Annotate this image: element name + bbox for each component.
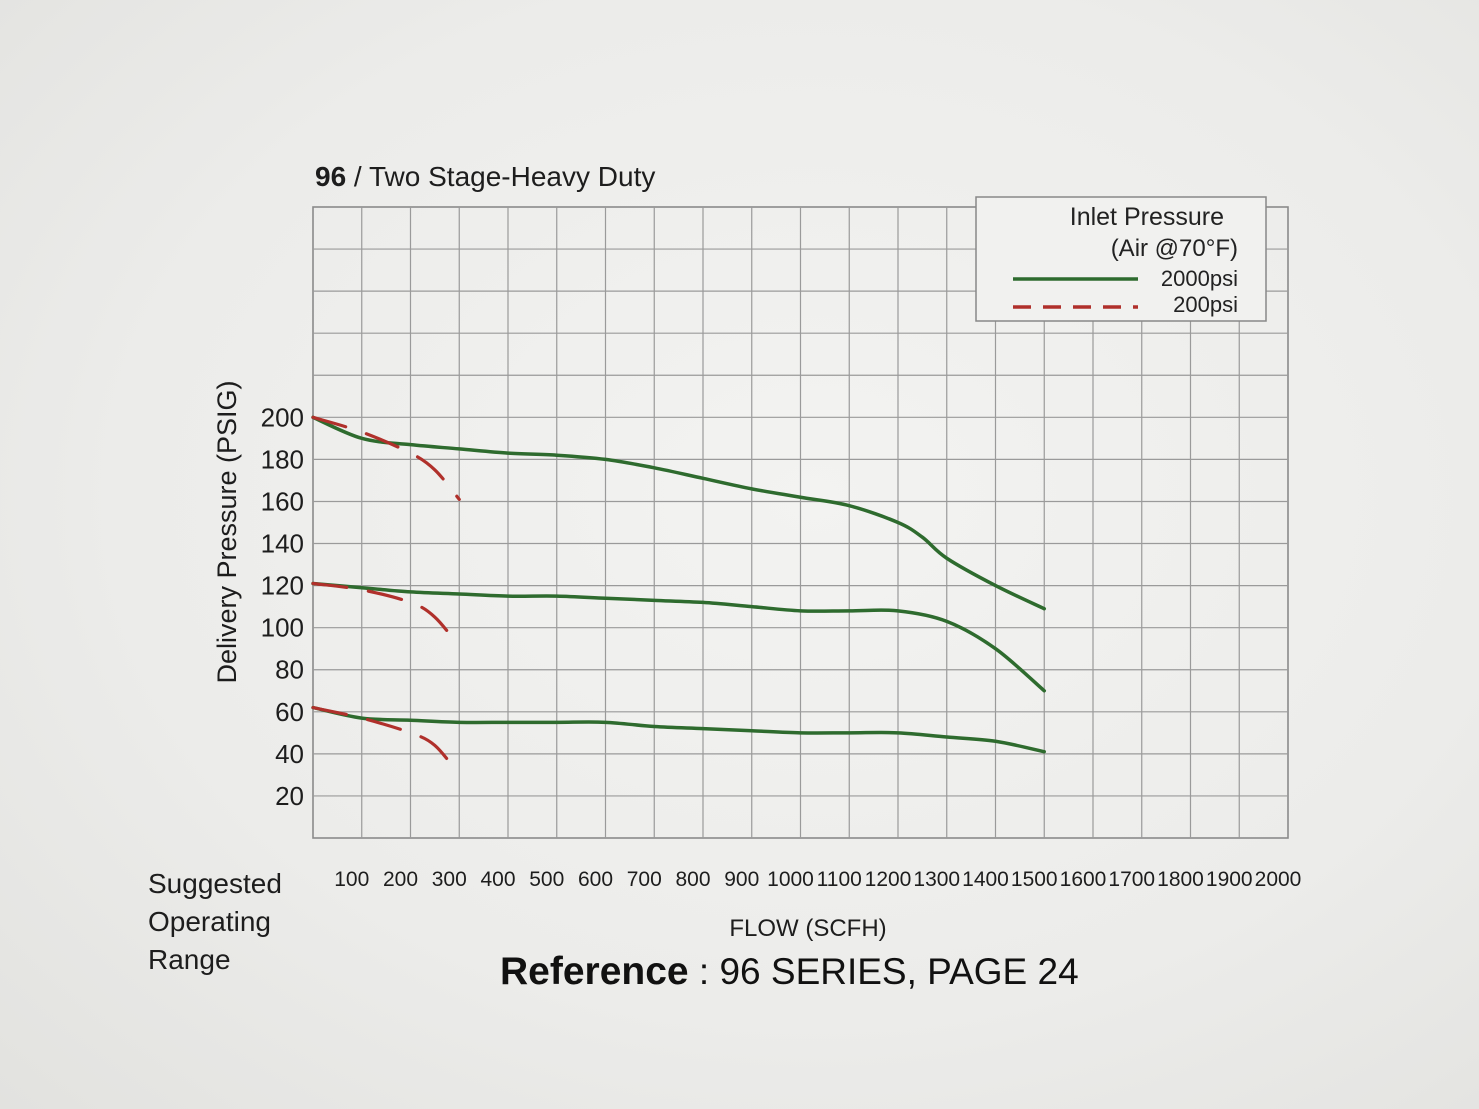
legend-title-line1: Inlet Pressure [1070, 203, 1224, 231]
x-tick-label: 900 [724, 868, 759, 891]
legend-box [975, 196, 1267, 322]
y-tick-label: 40 [275, 739, 304, 769]
x-tick-label: 1600 [1060, 868, 1107, 891]
y-tick-label: 200 [261, 402, 304, 432]
x-tick-label: 1700 [1108, 868, 1155, 891]
x-tick-label: 400 [480, 868, 515, 891]
x-tick-label: 1400 [962, 868, 1009, 891]
series-line-2000psi [311, 581, 1046, 693]
x-tick-label: 700 [627, 868, 662, 891]
x-tick-label: 200 [383, 868, 418, 891]
x-tick-label: 500 [529, 868, 564, 891]
series-line-2000psi [311, 705, 1046, 754]
x-tick-label: 600 [578, 868, 613, 891]
x-tick-label: 300 [432, 868, 467, 891]
series-line-2000psi [311, 415, 1046, 611]
reference-bold: Reference [500, 950, 689, 993]
x-tick-label: 1100 [817, 868, 862, 891]
legend-label-200psi: 200psi [1173, 292, 1238, 317]
x-tick-label: 100 [334, 868, 369, 891]
y-tick-label: 80 [275, 655, 304, 685]
x-tick-label: 2000 [1255, 868, 1302, 891]
series-line-200psi [311, 415, 461, 501]
series-line-200psi [311, 581, 461, 649]
x-tick-label: 1000 [767, 868, 814, 891]
y-tick-label: 60 [275, 697, 304, 727]
x-axis-label: FLOW (SCFH) [729, 915, 886, 942]
series-line-200psi [311, 705, 461, 777]
reference-note: Reference : 96 SERIES, PAGE 24 [500, 950, 1079, 993]
y-tick-label: 120 [261, 571, 304, 601]
suggested-line3: Range [148, 944, 231, 975]
y-tick-labels: 20 40 60 80 100 120 140 160 180 200 [261, 402, 304, 811]
legend-title-line2: (Air @70°F) [1111, 235, 1238, 262]
x-tick-label: 1800 [1157, 868, 1204, 891]
reference-rest: : 96 SERIES, PAGE 24 [689, 951, 1079, 992]
y-axis-label: Delivery Pressure (PSIG) [212, 380, 242, 683]
x-tick-labels: 100 200 300 400 500 600 700 800 900 1000 1100 1200 1… [334, 868, 1301, 891]
x-tick-label: 1900 [1206, 868, 1253, 891]
suggested-line2: Operating [148, 906, 271, 937]
chart-title-number: 96 [315, 161, 346, 192]
chart-title: 96 / Two Stage-Heavy Duty [315, 161, 655, 192]
x-tick-label: 1500 [1011, 868, 1058, 891]
curves [311, 415, 1046, 777]
y-tick-label: 140 [261, 529, 304, 559]
chart-title-text: Two Stage-Heavy Duty [369, 161, 655, 192]
y-tick-label: 20 [275, 781, 304, 811]
y-tick-label: 100 [261, 613, 304, 643]
chart-title-separator: / [346, 161, 369, 192]
x-tick-label: 800 [675, 868, 710, 891]
legend-label-2000psi: 2000psi [1161, 266, 1238, 291]
suggested-line1: Suggested [148, 868, 282, 899]
x-tick-label: 1300 [913, 868, 960, 891]
y-tick-label: 160 [261, 486, 304, 516]
y-tick-label: 180 [261, 444, 304, 474]
x-tick-label: 1200 [865, 868, 912, 891]
